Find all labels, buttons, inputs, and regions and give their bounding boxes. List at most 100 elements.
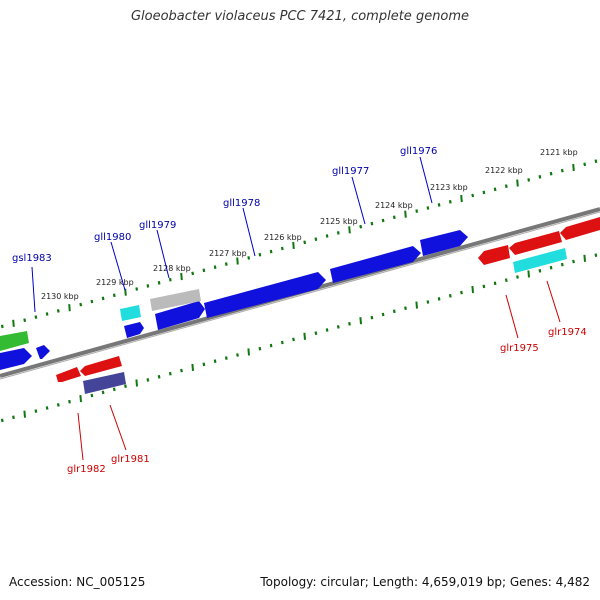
tick-mark	[146, 378, 150, 382]
tick-mark	[191, 271, 195, 276]
tick-mark	[112, 293, 116, 298]
tick-mark	[12, 319, 15, 327]
tick-mark	[460, 290, 463, 295]
gene-right-red-arrow[interactable]	[560, 217, 600, 240]
gene-label-glr1982[interactable]: glr1982	[67, 464, 106, 475]
tick-mark	[124, 384, 127, 389]
leader-line	[110, 241, 126, 291]
gene-label-gsl1983[interactable]: gsl1983	[12, 253, 52, 264]
tick-mark	[538, 268, 542, 273]
gene-gll1978-arrow[interactable]	[155, 301, 205, 330]
tick-mark	[583, 254, 586, 262]
tick-mark	[314, 331, 318, 336]
tick-mark	[168, 277, 172, 282]
tick-mark	[0, 324, 4, 329]
gene-gll1975-arrow[interactable]	[420, 230, 468, 256]
tick-mark	[482, 190, 486, 195]
tick-mark	[135, 379, 138, 387]
tick-mark	[202, 362, 206, 367]
gene-label-gll1980[interactable]: gll1980	[94, 232, 131, 243]
tick-mark	[202, 268, 206, 273]
tick-mark	[583, 162, 587, 167]
scale-labels: 2130 kbp 2129 kbp 2128 kbp 2127 kbp 2126…	[41, 148, 578, 301]
tick-mark	[493, 281, 497, 286]
tick-mark	[146, 284, 150, 288]
tick-mark	[437, 297, 441, 301]
tick-mark	[269, 343, 273, 348]
scale-label: 2125 kbp	[320, 217, 358, 226]
scale-label: 2121 kbp	[540, 148, 578, 157]
genome-backbone-shadow	[0, 211, 600, 380]
gene-gll1979-block[interactable]	[150, 289, 201, 311]
gene-label-glr1975[interactable]: glr1975	[500, 343, 539, 354]
tick-mark	[527, 270, 530, 278]
scale-label: 2124 kbp	[375, 201, 413, 210]
tick-mark	[560, 262, 564, 267]
tick-mark	[34, 315, 38, 319]
tick-mark	[280, 340, 284, 345]
tick-mark	[0, 418, 4, 423]
reverse-genes	[56, 217, 600, 394]
gene-label-gll1976[interactable]: gll1976	[400, 146, 437, 157]
tick-mark	[370, 221, 374, 226]
gene-gsl1983-arrow[interactable]	[36, 345, 50, 359]
tick-mark	[303, 332, 306, 340]
tick-mark	[247, 348, 250, 356]
gene-label-gll1977[interactable]: gll1977	[332, 166, 369, 177]
gene-glr1974-red-arrow[interactable]	[509, 231, 562, 255]
gene-glr1981-red-arrow[interactable]	[80, 356, 122, 376]
tick-mark	[292, 337, 295, 342]
tick-mark	[504, 278, 508, 283]
tick-mark	[381, 312, 385, 317]
tick-mark	[516, 275, 519, 279]
tick-mark	[325, 328, 329, 332]
tick-mark	[303, 240, 307, 245]
tick-mark	[213, 265, 217, 270]
gene-gll1976-arrow[interactable]	[330, 246, 421, 283]
tick-mark	[34, 409, 38, 413]
gene-gll1977-arrow[interactable]	[204, 272, 326, 318]
scale-label: 2130 kbp	[41, 292, 79, 301]
tick-mark	[247, 256, 251, 260]
gene-left-blue-arrow[interactable]	[0, 348, 32, 370]
gene-glr1982-arrow[interactable]	[56, 367, 81, 382]
accession-text: Accession: NC_005125	[9, 575, 146, 589]
gene-cyan-small-block[interactable]	[120, 305, 141, 321]
gene-left-green-block[interactable]	[0, 331, 29, 351]
tick-mark	[572, 259, 575, 264]
tick-mark	[348, 321, 351, 326]
tick-mark	[448, 293, 452, 298]
tick-mark	[258, 346, 262, 351]
leader-line	[31, 266, 36, 313]
tick-mark	[325, 234, 329, 238]
gene-glr1974-cyan-block[interactable]	[513, 248, 567, 273]
gene-gll1980-arrow[interactable]	[124, 322, 144, 338]
tick-mark	[269, 249, 273, 254]
gene-glr1975-red-arrow[interactable]	[478, 245, 510, 265]
tick-mark	[180, 273, 183, 281]
tick-mark	[157, 374, 161, 379]
gene-label-gll1979[interactable]: gll1979	[139, 220, 176, 231]
tick-mark	[370, 315, 374, 320]
leader-line	[242, 207, 256, 257]
tick-mark	[258, 252, 262, 257]
tick-mark	[549, 171, 553, 176]
tick-mark	[56, 403, 60, 407]
tick-mark	[68, 304, 71, 312]
gene-glr1981-purple-block[interactable]	[83, 372, 126, 394]
tick-mark	[538, 174, 542, 179]
tick-mark	[135, 287, 139, 291]
tick-mark	[157, 280, 161, 285]
tick-mark	[437, 203, 441, 207]
gene-label-gll1978[interactable]: gll1978	[223, 198, 260, 209]
gene-label-glr1974[interactable]: glr1974	[548, 327, 587, 338]
genome-summary-text: Topology: circular; Length: 4,659,019 bp…	[260, 575, 590, 589]
tick-mark	[191, 363, 194, 371]
tick-mark	[381, 218, 385, 223]
tick-mark	[471, 285, 474, 294]
tick-mark	[101, 390, 105, 395]
tick-mark	[292, 241, 295, 249]
leader-line	[351, 176, 366, 225]
gene-label-glr1981[interactable]: glr1981	[111, 454, 150, 465]
